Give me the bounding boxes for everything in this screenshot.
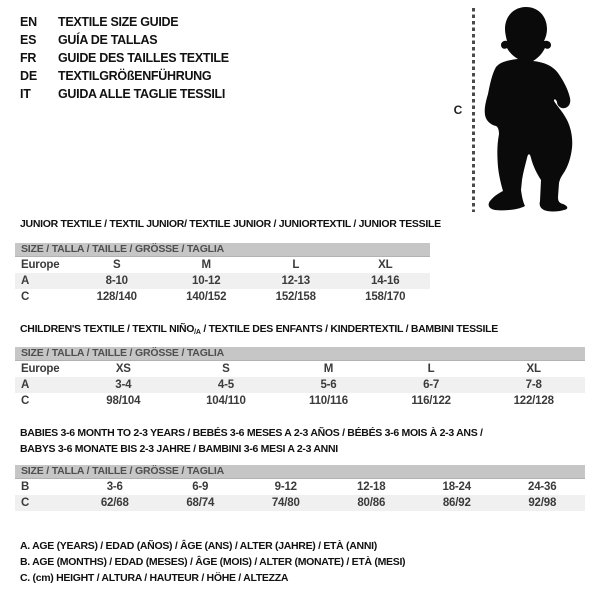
- size-header-bar: SIZE / TALLA / TAILLE / GRÖSSE / TAGLIA: [15, 347, 585, 361]
- size-cell: 14-16: [371, 275, 400, 287]
- row-label: Europe: [21, 363, 60, 375]
- size-cell: 122/128: [513, 395, 554, 407]
- toddler-silhouette-icon: [484, 7, 573, 212]
- children-title-suffix: / TEXTILE DES ENFANTS / KINDERTEXTIL / B…: [200, 323, 498, 335]
- size-cell: 24-36: [528, 481, 557, 493]
- table-row-age: A 8-10 10-12 12-13 14-16: [15, 273, 430, 289]
- size-cell: 158/170: [365, 291, 406, 303]
- size-header-bar: SIZE / TALLA / TAILLE / GRÖSSE / TAGLIA: [15, 243, 430, 257]
- size-cell: 68/74: [186, 497, 215, 509]
- size-cell: 3-4: [115, 379, 132, 391]
- size-cell: 8-10: [105, 275, 128, 287]
- table-row-height: C 98/104 104/110 110/116 116/122 122/128: [15, 393, 585, 409]
- legend-line-c: C. (cm) HEIGHT / ALTURA / HAUTEUR / HÖHE…: [20, 572, 289, 584]
- table-row-height: C 62/68 68/74 74/80 80/86 86/92 92/98: [15, 495, 585, 511]
- babies-title-line1: BABIES 3-6 MONTH TO 2-3 YEARS / BEBÉS 3-…: [20, 427, 483, 439]
- size-cell: XL: [526, 363, 541, 375]
- children-size-table: SIZE / TALLA / TAILLE / GRÖSSE / TAGLIA …: [15, 347, 585, 409]
- legend-line-b: B. AGE (MONTHS) / EDAD (MESES) / ÂGE (MO…: [20, 556, 406, 568]
- table-row-height: C 128/140 140/152 152/158 158/170: [15, 289, 430, 305]
- size-cell: 4-5: [217, 379, 234, 391]
- size-cell: 18-24: [442, 481, 472, 493]
- language-row-de: DE TEXTILGRÖßENFÜHRUNG: [20, 67, 229, 85]
- size-cell: 104/110: [206, 395, 246, 407]
- language-code: IT: [20, 87, 31, 101]
- row-label: A: [21, 275, 30, 287]
- language-code: DE: [20, 69, 37, 83]
- table-row-europe: Europe XS S M L XL: [15, 361, 585, 377]
- size-cell: 6-9: [192, 481, 209, 493]
- size-cell: 12-18: [357, 481, 386, 493]
- size-cell: L: [427, 363, 435, 375]
- height-measure-label: C: [453, 103, 463, 117]
- height-measure-dotted-line: [472, 8, 475, 212]
- language-row-fr: FR GUIDE DES TAILLES TEXTILE: [20, 49, 229, 67]
- size-cell: 80/86: [357, 497, 386, 509]
- babies-title-line2: BABYS 3-6 MONATE BIS 2-3 JAHRE / BAMBINI…: [20, 443, 338, 455]
- size-cell: 10-12: [192, 275, 221, 287]
- babies-size-table: SIZE / TALLA / TAILLE / GRÖSSE / TAGLIA …: [15, 465, 585, 511]
- table-row-age-months: B 3-6 6-9 9-12 12-18 18-24 24-36: [15, 479, 585, 495]
- size-cell: M: [323, 363, 334, 375]
- language-code: FR: [20, 51, 37, 65]
- legend-line-a: A. AGE (YEARS) / EDAD (AÑOS) / ÂGE (ANS)…: [20, 540, 377, 552]
- junior-table-title: JUNIOR TEXTILE / TEXTIL JUNIOR/ TEXTILE …: [20, 218, 441, 230]
- language-title: GUIDA ALLE TAGLIE TESSILI: [58, 87, 226, 101]
- row-label: C: [21, 395, 30, 407]
- size-cell: S: [222, 363, 230, 375]
- size-cell: 6-7: [423, 379, 440, 391]
- size-cell: 12-13: [281, 275, 311, 287]
- row-label: B: [21, 481, 30, 493]
- size-cell: M: [201, 259, 212, 271]
- language-row-es: ES GUÍA DE TALLAS: [20, 31, 229, 49]
- row-label: Europe: [21, 259, 60, 271]
- size-cell: XL: [378, 259, 393, 271]
- size-cell: 152/158: [275, 291, 316, 303]
- size-cell: L: [292, 259, 300, 271]
- language-title: GUÍA DE TALLAS: [58, 33, 158, 47]
- row-label: C: [21, 291, 30, 303]
- language-title: TEXTILGRÖßENFÜHRUNG: [58, 69, 212, 83]
- size-cell: 128/140: [96, 291, 137, 303]
- size-cell: 98/104: [106, 395, 141, 407]
- junior-size-table: SIZE / TALLA / TAILLE / GRÖSSE / TAGLIA …: [15, 243, 430, 305]
- table-row-age: A 3-4 4-5 5-6 6-7 7-8: [15, 377, 585, 393]
- row-label: C: [21, 497, 30, 509]
- size-cell: XS: [115, 363, 131, 375]
- measurement-legend: A. AGE (YEARS) / EDAD (AÑOS) / ÂGE (ANS)…: [20, 538, 406, 586]
- size-cell: 74/80: [271, 497, 300, 509]
- language-code: ES: [20, 33, 37, 47]
- size-cell: 7-8: [525, 379, 542, 391]
- size-header-bar: SIZE / TALLA / TAILLE / GRÖSSE / TAGLIA: [15, 465, 585, 479]
- size-cell: 9-12: [274, 481, 297, 493]
- language-row-it: IT GUIDA ALLE TAGLIE TESSILI: [20, 85, 229, 103]
- children-title-subscript: /A: [194, 329, 201, 336]
- language-title: TEXTILE SIZE GUIDE: [58, 15, 179, 29]
- children-table-title: CHILDREN'S TEXTILE / TEXTIL NIÑO/A / TEX…: [20, 321, 498, 341]
- size-cell: 110/116: [309, 395, 348, 407]
- size-cell: 5-6: [320, 379, 337, 391]
- size-cell: 116/122: [411, 395, 451, 407]
- babies-table-title: BABIES 3-6 MONTH TO 2-3 YEARS / BEBÉS 3-…: [20, 425, 483, 457]
- language-title: GUIDE DES TAILLES TEXTILE: [58, 51, 229, 65]
- language-code: EN: [20, 15, 37, 29]
- size-cell: 92/98: [528, 497, 557, 509]
- size-cell: S: [113, 259, 121, 271]
- size-cell: 140/152: [186, 291, 227, 303]
- size-cell: 62/68: [100, 497, 129, 509]
- size-cell: 3-6: [106, 481, 123, 493]
- language-title-list: EN TEXTILE SIZE GUIDE ES GUÍA DE TALLAS FR…: [20, 13, 229, 103]
- size-cell: 86/92: [442, 497, 471, 509]
- children-title-prefix: CHILDREN'S TEXTILE / TEXTIL NIÑO: [20, 323, 195, 335]
- table-row-europe: Europe S M L XL: [15, 257, 430, 273]
- row-label: A: [21, 379, 30, 391]
- language-row-en: EN TEXTILE SIZE GUIDE: [20, 13, 229, 31]
